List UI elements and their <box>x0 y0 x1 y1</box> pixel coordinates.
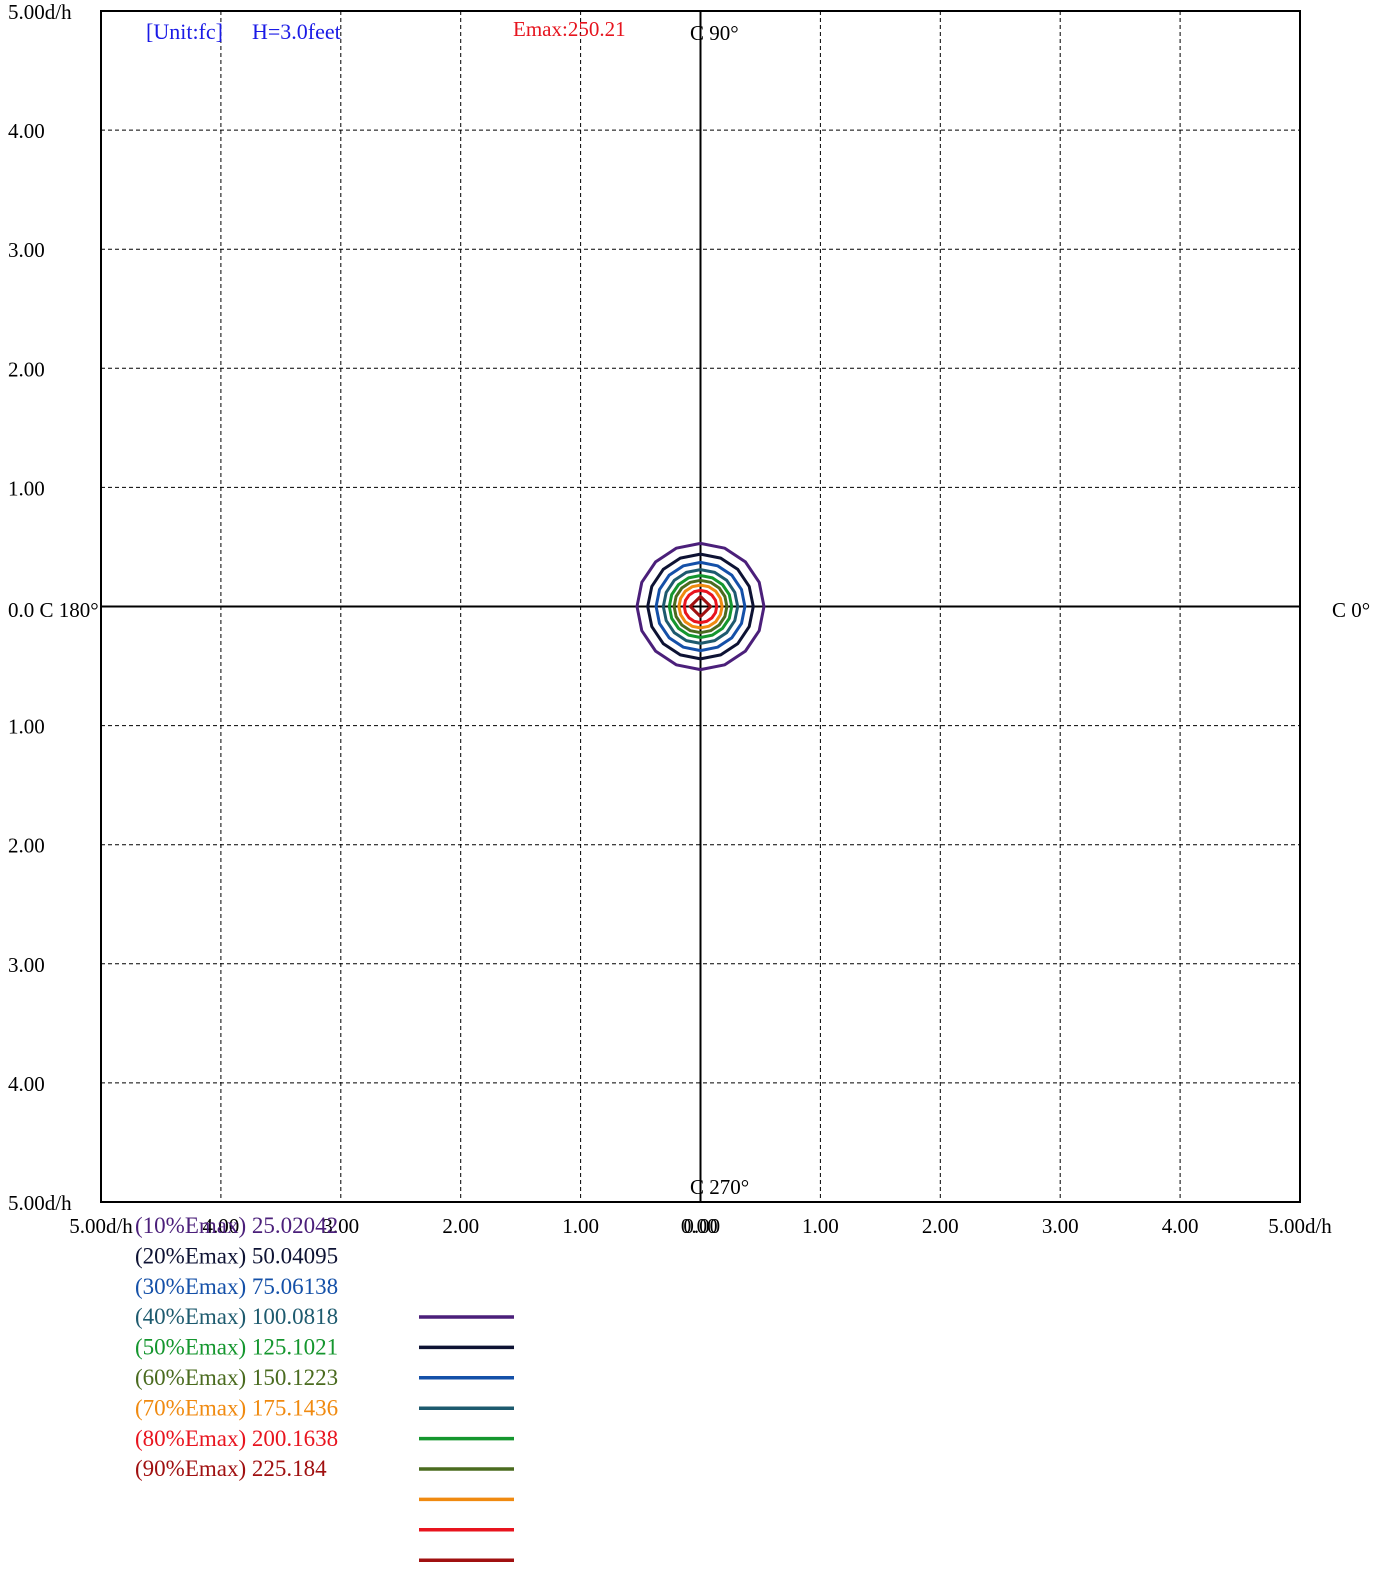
c180-label: 0.0 C 180° <box>8 598 99 622</box>
emax-label: Emax:250.21 <box>513 17 626 41</box>
x-tick-label: 2.00 <box>922 1214 959 1238</box>
y-tick-label: 2.00 <box>8 834 45 858</box>
contour-line <box>654 560 747 653</box>
y-tick-label: 3.00 <box>8 953 45 977</box>
legend-label: (10%Emax) 25.02042 <box>135 1213 338 1238</box>
y-tick-label: 3.00 <box>8 238 45 262</box>
legend-label: (90%Emax) 225.184 <box>135 1456 327 1481</box>
contour-line <box>672 578 729 635</box>
contour-line <box>635 541 766 672</box>
x-tick-label: 1.00 <box>562 1214 599 1238</box>
plot-frame <box>100 10 1301 1203</box>
x-tick-label: 3.00 <box>322 1214 359 1238</box>
y-tick-label: 4.00 <box>8 119 45 143</box>
x-tick-label: 1.00 <box>802 1214 839 1238</box>
y-tick-label: 2.00 <box>8 357 45 381</box>
x-tick-label: 4.00 <box>203 1214 240 1238</box>
y-tick-label: 1.00 <box>8 476 45 500</box>
contour-lines <box>635 541 766 672</box>
legend-label: (30%Emax) 75.06138 <box>135 1274 338 1299</box>
c90-label: C 90° <box>690 21 739 45</box>
height-label: H=3.0feet <box>252 19 341 44</box>
y-tick-labels: 5.00d/h 4.00 3.00 2.00 1.00 1.00 2.00 3.00 4.00 5… <box>8 0 72 1215</box>
x-tick-label: 3.00 <box>1042 1214 1079 1238</box>
contour-line <box>688 594 713 619</box>
y-tick-label: 1.00 <box>8 715 45 739</box>
y-tick-label: 5.00d/h <box>8 0 72 24</box>
legend-label: (80%Emax) 200.1638 <box>135 1426 338 1451</box>
y-tick-label: 5.00d/h <box>8 1191 72 1215</box>
x-tick-labels: 5.00d/h 4.00 3.00 2.00 1.00 0.000.00 1.00 2.00 3… <box>69 1214 1332 1238</box>
legend: (10%Emax) 25.02042 (20%Emax) 50.04095 (30%… <box>135 1213 514 1562</box>
legend-label: (40%Emax) 100.0818 <box>135 1304 338 1329</box>
legend-label: (70%Emax) 175.1436 <box>135 1395 338 1420</box>
x-tick-label: 5.00d/h <box>69 1214 133 1238</box>
legend-label: (50%Emax) 125.1021 <box>135 1335 338 1360</box>
x-tick-label: 0.00 <box>683 1214 720 1238</box>
contour-line <box>677 583 724 630</box>
legend-label: (20%Emax) 50.04095 <box>135 1243 338 1268</box>
legend-label: (60%Emax) 150.1223 <box>135 1365 338 1390</box>
contour-line <box>682 588 719 625</box>
contour-line <box>646 552 755 661</box>
c270-label: C 270° <box>690 1175 749 1199</box>
y-tick-label: 4.00 <box>8 1072 45 1096</box>
x-tick-label: 2.00 <box>442 1214 479 1238</box>
x-tick-label: 5.00d/h <box>1268 1214 1332 1238</box>
center-axes <box>101 11 1300 1202</box>
x-tick-label: 4.00 <box>1162 1214 1199 1238</box>
contour-line <box>667 574 734 639</box>
contour-line <box>661 568 740 645</box>
c0-label: C 0° <box>1332 598 1370 622</box>
x-tick-label: 0.00 <box>681 1214 718 1238</box>
unit-label: [Unit:fc] <box>146 19 223 44</box>
